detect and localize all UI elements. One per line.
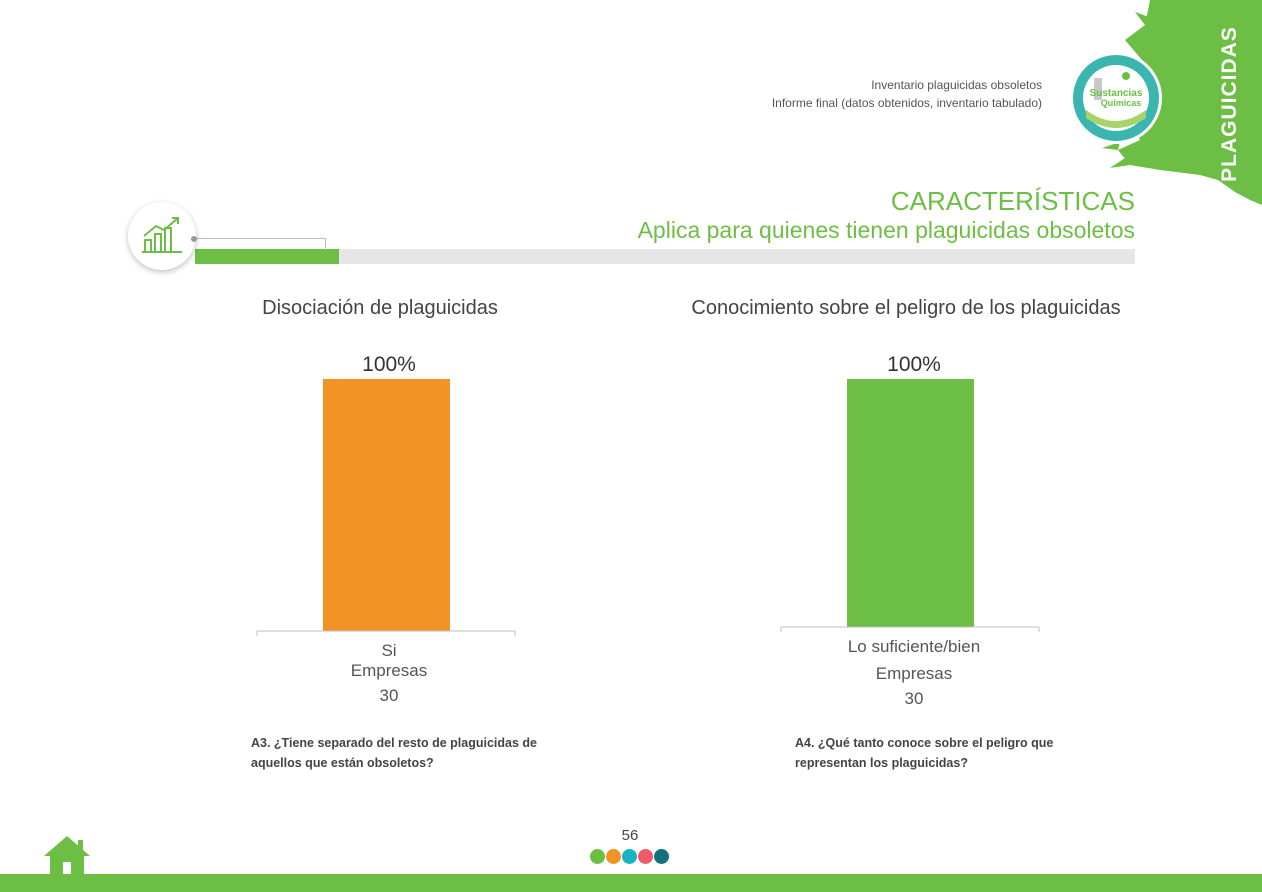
chart-2-question: A4. ¿Qué tanto conoce sobre el peligro q… bbox=[795, 736, 1054, 770]
header-line-2: Informe final (datos obtenidos, inventar… bbox=[771, 96, 1042, 110]
footer-dot-1 bbox=[590, 849, 605, 864]
chart-2-n-label: 30 bbox=[904, 689, 924, 708]
chart-2-value-label: 100% bbox=[887, 353, 941, 376]
chart-2-category-label: Lo suficiente/bien bbox=[847, 637, 981, 656]
footer-dot-5 bbox=[654, 849, 669, 864]
separator-track bbox=[195, 249, 1135, 264]
page-number: 56 bbox=[621, 827, 639, 844]
chart-1-value-label: 100% bbox=[362, 353, 416, 376]
footer-dot-2 bbox=[606, 849, 621, 864]
footer-band bbox=[0, 874, 1262, 892]
sustancias-quimicas-logo: Sustancias Químicas bbox=[1070, 52, 1162, 144]
chart-2-xlabel: Empresas bbox=[875, 664, 953, 683]
chart-2-plot: 100% bbox=[780, 353, 1040, 632]
chart-1-bar-si bbox=[323, 379, 450, 631]
chart-1-xlabel: Empresas bbox=[350, 661, 428, 680]
chart-1-question: A3. ¿Tiene separado del resto de plaguic… bbox=[251, 736, 537, 770]
separator-fill bbox=[195, 249, 339, 264]
section-subtitle: Aplica para quienes tienen plaguicidas o… bbox=[637, 217, 1135, 243]
header-line-1: Inventario plaguicidas obsoletos bbox=[871, 78, 1042, 92]
chart-2-bar-lo-suficiente bbox=[847, 379, 974, 627]
logo-text: Sustancias bbox=[1090, 88, 1143, 99]
chart-1-title: Disociación de plaguicidas bbox=[262, 297, 498, 319]
chart-1-n-label: 30 bbox=[379, 686, 399, 705]
growth-chart-icon bbox=[142, 217, 182, 253]
chart-1-plot: 100% bbox=[256, 353, 516, 636]
svg-text:Químicas: Químicas bbox=[1101, 98, 1142, 108]
brush-decoration bbox=[1102, 0, 1262, 205]
section-title: CARACTERÍSTICAS bbox=[890, 186, 1135, 216]
footer-dot-3 bbox=[622, 849, 637, 864]
chart-1-category-label: Si bbox=[381, 641, 397, 660]
chart-icon-badge bbox=[128, 202, 196, 270]
badge-connector-dot bbox=[191, 236, 197, 242]
side-label: PLAGUICIDAS bbox=[1218, 26, 1241, 182]
chart-2-title: Conocimiento sobre el peligro de los pla… bbox=[691, 297, 1121, 319]
home-icon[interactable] bbox=[42, 834, 92, 876]
separator-outline bbox=[195, 238, 326, 250]
footer-dot-4 bbox=[638, 849, 653, 864]
